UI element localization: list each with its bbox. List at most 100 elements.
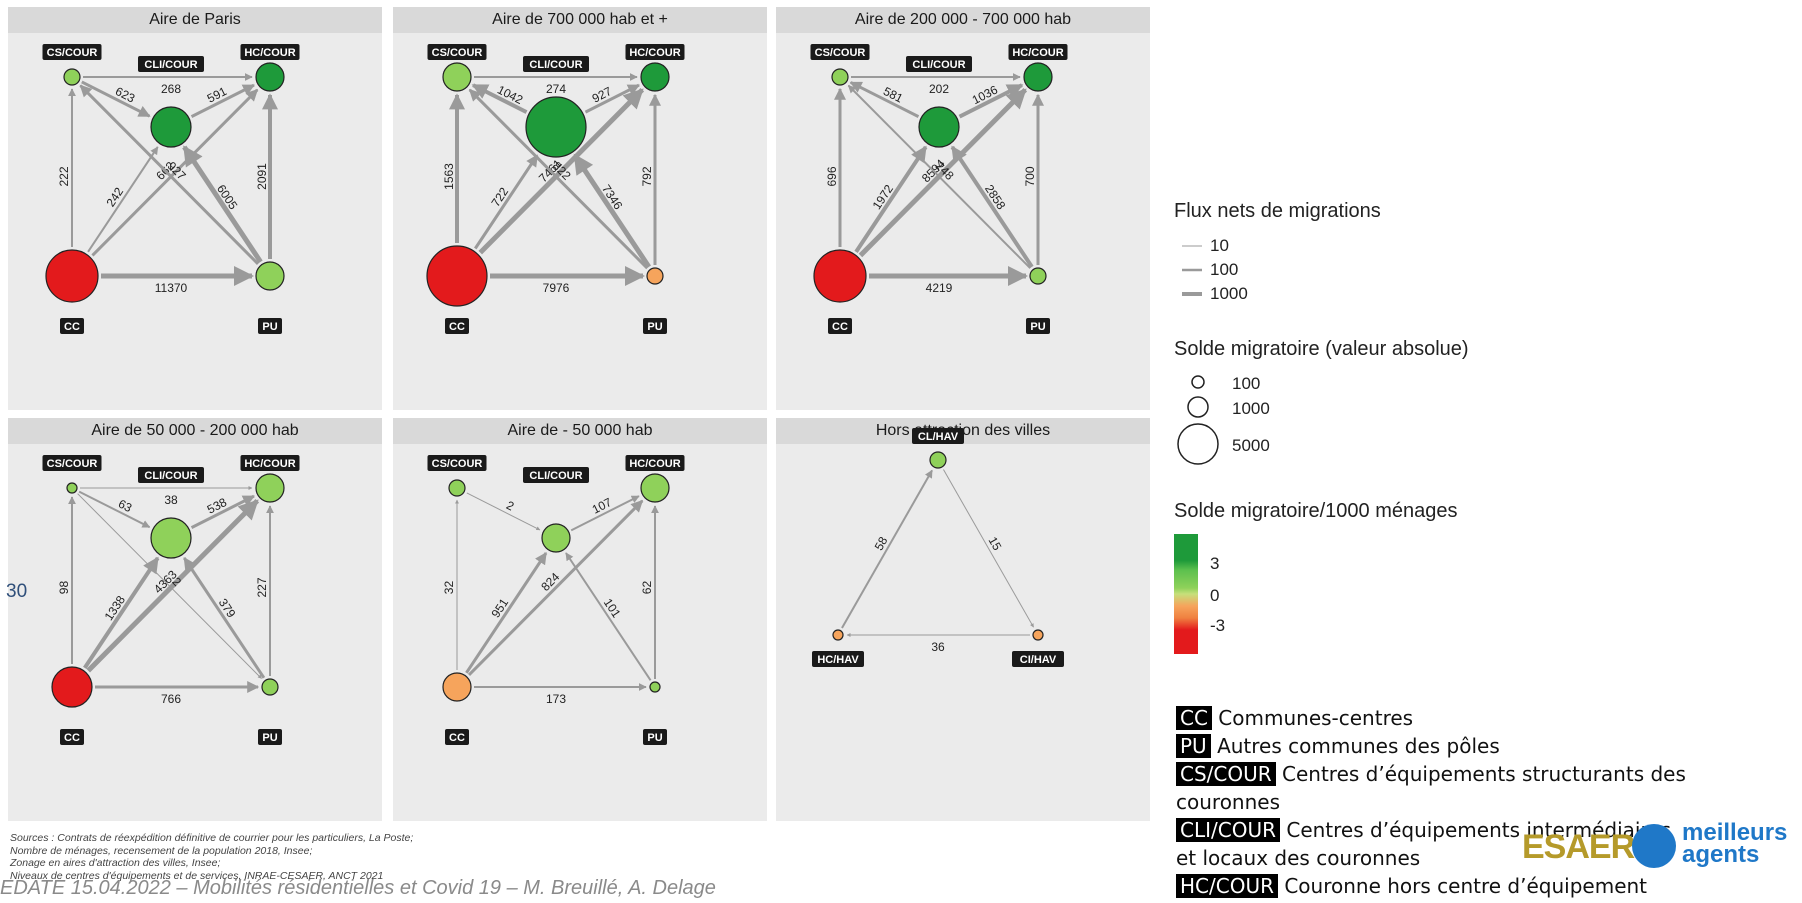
definition-text: Centres d’équipements intermédiaires et …: [1176, 818, 1671, 870]
legend-ratio-title: Solde migratoire/1000 ménages: [1174, 500, 1458, 522]
node-circle: [66, 482, 78, 494]
panel-title: Aire de 700 000 hab et +: [393, 7, 767, 33]
flow-arrow: [849, 81, 920, 118]
flow-value-label: 274: [546, 82, 566, 96]
legend-ratio-label: 3: [1210, 554, 1220, 573]
node-badge: [828, 318, 852, 334]
node-label: CLI/COUR: [144, 470, 197, 482]
flow-value-label: 202: [929, 82, 949, 96]
node-label: CS/COUR: [432, 458, 483, 470]
legend-flux-label: 10: [1210, 236, 1229, 255]
panel-aire-moins-50000: Aire de - 50 000 hab 2 107 32 62 173 951 824 10…: [393, 418, 767, 821]
panel-title: Aire de Paris: [8, 7, 382, 33]
flow-arrow: [87, 146, 159, 253]
panel-aire-50000-200000: Aire de 50 000 - 200 000 hab 38 63 538 98 22…: [8, 418, 382, 821]
panel-title: Aire de 50 000 - 200 000 hab: [8, 418, 382, 444]
node-label: HC/COUR: [244, 458, 295, 470]
node-label: HC/HAV: [817, 654, 859, 666]
node-label: CI/HAV: [1020, 654, 1057, 666]
flow-arrow: [950, 145, 1034, 268]
node-badge: [60, 729, 84, 745]
flow-value-label: 107: [590, 495, 614, 517]
flow-arrow: [78, 490, 151, 529]
definition-item: CS/COUR Centres d’équipements structuran…: [1176, 760, 1696, 816]
node-badge: [523, 56, 589, 72]
node-circle: [1032, 629, 1044, 641]
node-circle: [1029, 267, 1047, 285]
flow-arrow: [854, 145, 928, 253]
source-line: Niveaux de centres d'équipements et de s…: [10, 869, 384, 882]
node-circle: [51, 666, 93, 708]
definition-text: Communes-centres: [1218, 706, 1414, 730]
legend-flux-lines: [1182, 245, 1202, 296]
source-line: Zonage en aires d'attraction des villes,…: [10, 857, 221, 869]
legend-solde-circles: [1177, 375, 1219, 465]
node-label: HC/COUR: [1012, 47, 1063, 59]
flow-value-label: 2091: [255, 163, 269, 190]
flow-value-label: 63: [116, 497, 135, 516]
node-badge: [625, 455, 685, 471]
node-label: CLI/COUR: [529, 59, 582, 71]
flow-arrow: [478, 87, 645, 255]
node-label: HC/COUR: [629, 47, 680, 59]
node-badge: [258, 318, 282, 334]
flow-arrow: [572, 153, 651, 269]
node-label: CS/COUR: [47, 47, 98, 59]
node-badge: [427, 44, 487, 60]
node-circle: [640, 62, 670, 92]
node-circle: [442, 62, 472, 92]
flow-arrow: [570, 495, 640, 532]
node-label: PU: [647, 321, 662, 333]
source-line: Nombre de ménages, recensement de la pop…: [10, 844, 313, 857]
flow-arrow: [182, 145, 263, 264]
flow-value-label: 538: [205, 495, 229, 517]
node-circle: [929, 451, 947, 469]
legend-flux-title: Flux nets de migrations: [1174, 200, 1381, 222]
flow-arrow: [471, 83, 528, 114]
abbreviation-definitions: CC Communes-centres PU Autres communes d…: [1176, 704, 1696, 900]
node-badge: [42, 455, 102, 471]
node-badge: [643, 318, 667, 334]
node-badge: [1026, 318, 1050, 334]
flow-arrow: [943, 469, 1034, 628]
legend-flux-label: 1000: [1210, 284, 1248, 303]
definition-code: CC: [1176, 706, 1212, 730]
node-badge: [240, 455, 300, 471]
node-label: PU: [1030, 321, 1045, 333]
definition-code: HC/COUR: [1176, 874, 1278, 898]
flow-diagram: 27410429271563792797674618227227346CS/CO…: [426, 44, 685, 334]
flow-arrow: [858, 87, 1028, 258]
node-badge: [643, 729, 667, 745]
flow-value-label: 62: [640, 581, 654, 595]
flow-diagram: 20258110366967004219859424819722858CS/CO…: [810, 44, 1068, 334]
node-circle: [832, 629, 844, 641]
node-label: CS/COUR: [432, 47, 483, 59]
flow-arrow: [83, 556, 160, 669]
presentation-footer: EDATE 15.04.2022 – Mobilités résidentiel…: [0, 877, 716, 899]
node-label: CL/HAV: [918, 431, 959, 443]
node-label: CLI/COUR: [529, 470, 582, 482]
definition-item: PU Autres communes des pôles: [1176, 732, 1696, 760]
flow-arrow: [86, 498, 260, 673]
panel-aire-paris: Aire de Paris 26862359122220911137066292…: [8, 7, 382, 410]
flow-value-label: 2: [504, 498, 517, 514]
flow-value-label: 227: [255, 577, 269, 597]
flow-value-label: 268: [161, 82, 181, 96]
node-circle: [150, 517, 192, 559]
definition-text: Couronne hors centre d’équipement: [1284, 874, 1648, 898]
flow-value-label: 792: [640, 166, 654, 186]
flow-value-label: 591: [205, 84, 229, 106]
flow-value-label: 242: [103, 185, 126, 210]
node-label: CC: [832, 321, 848, 333]
node-circle: [255, 473, 285, 503]
panel-aire-700000: Aire de 700 000 hab et + 274 1042 927 1563 7…: [393, 7, 767, 410]
definition-code: PU: [1176, 734, 1211, 758]
node-badge: [60, 318, 84, 334]
flow-value-label: 722: [488, 185, 511, 210]
flow-diagram: 2 107 32 62 173 951 824 101 CS/COUR HC/COUR CLI/CO…: [427, 455, 685, 745]
node-label: CC: [449, 321, 465, 333]
flow-arrow: [91, 88, 259, 257]
flow-arrow: [474, 154, 539, 250]
sources-note: Sources : Contrats de réexpédition défin…: [10, 832, 413, 882]
cesaer-logo: ESAER: [1522, 828, 1635, 866]
